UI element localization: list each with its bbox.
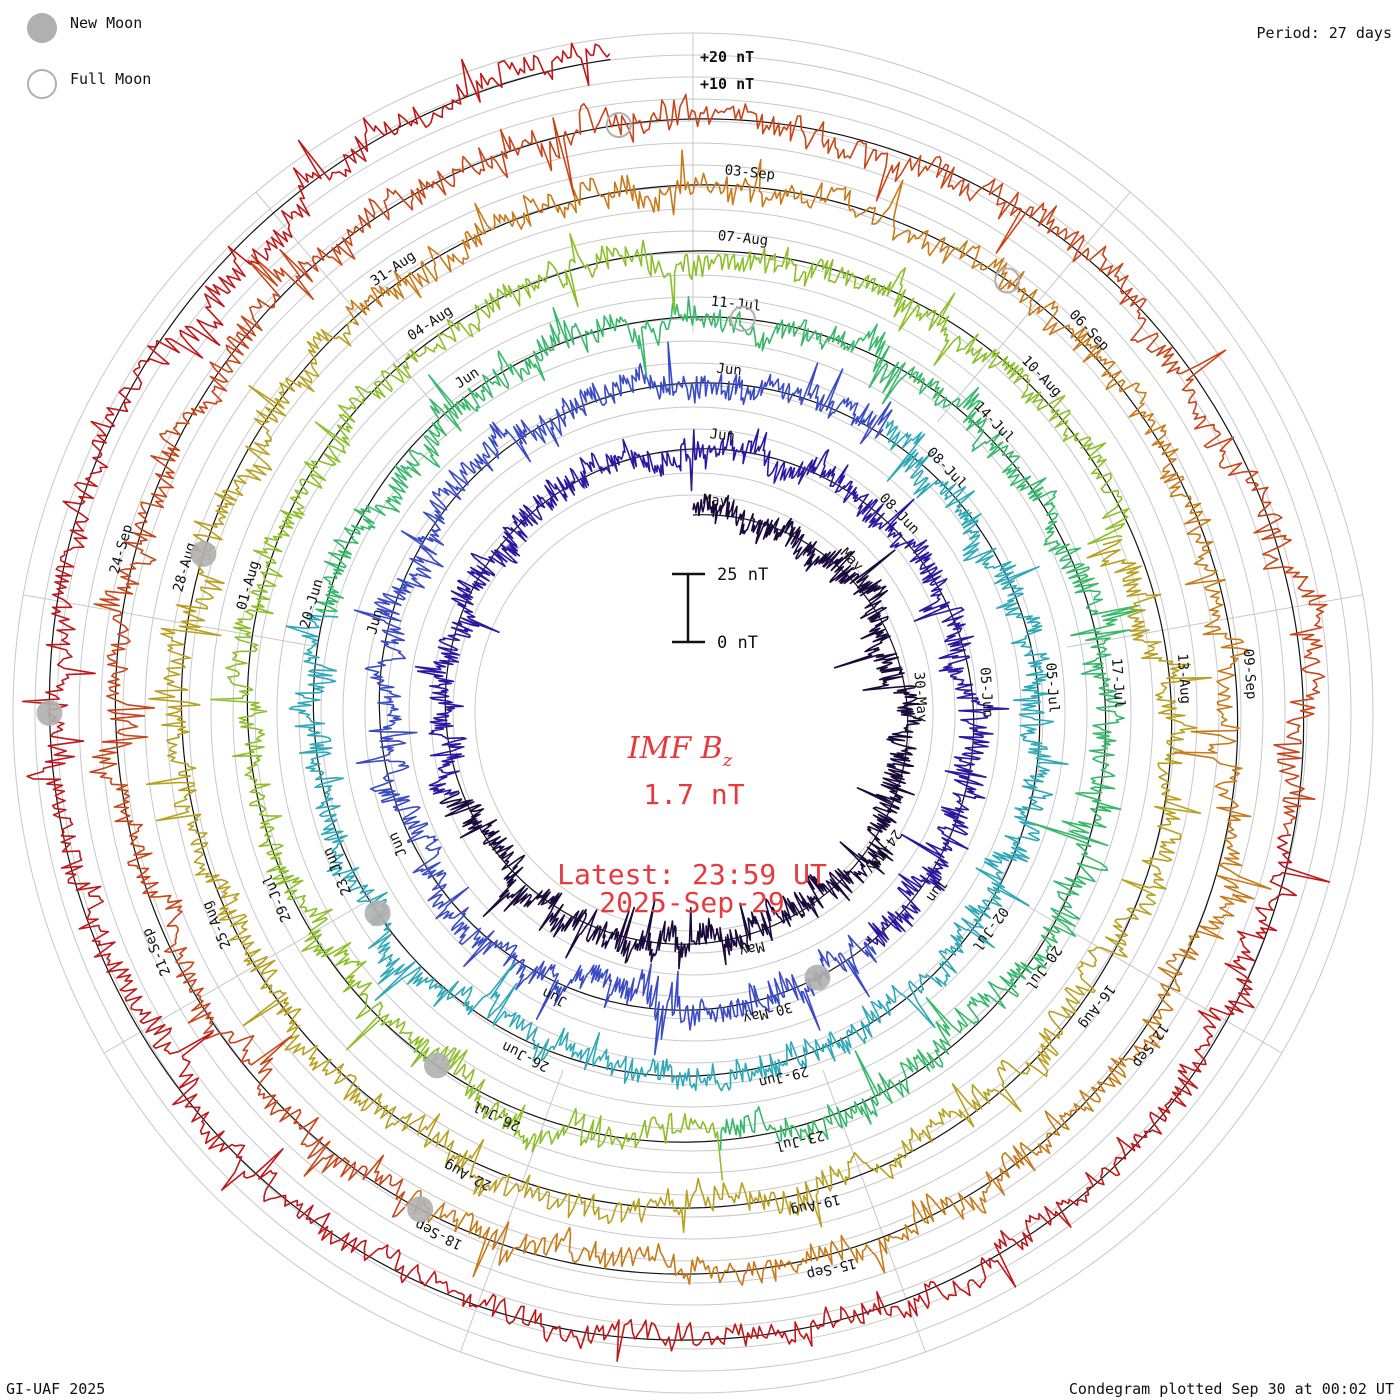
date-label: 11-Jul	[710, 294, 762, 315]
new-moon-marker	[190, 540, 217, 567]
radial-line	[936, 191, 1131, 423]
date-label: Jun	[716, 361, 743, 380]
center-value: 1.7 nT	[643, 778, 744, 811]
moon-markers	[36, 112, 1021, 1223]
radial-line	[23, 594, 319, 648]
date-label: 25-Aug	[199, 899, 234, 952]
scale-bar-bottom-label: 0 nT	[717, 633, 758, 653]
date-label: 09-Sep	[1240, 648, 1259, 700]
guide-ring	[386, 406, 1000, 1020]
trace-segment	[315, 296, 1142, 1151]
period-label: Period: 27 days	[1257, 24, 1392, 42]
date-label: 29-Jul	[260, 872, 295, 925]
footer-credit: GI-UAF 2025	[6, 1380, 105, 1398]
date-label: Jun	[364, 608, 386, 637]
date-label: 17-Jul	[1108, 658, 1127, 710]
full-moon-marker	[605, 112, 632, 138]
trace-segment	[439, 494, 923, 970]
date-label: 13-Aug	[1174, 653, 1193, 705]
radial-line	[459, 1069, 564, 1353]
new-moon-marker	[36, 700, 63, 726]
date-label: 03-Sep	[724, 162, 776, 183]
date-label: Jun	[709, 426, 736, 445]
date-label: 30-May	[910, 671, 929, 723]
date-label: 07-Aug	[717, 228, 769, 249]
scale-bar-top-label: 25 nT	[717, 565, 768, 585]
trace-segment	[345, 149, 1272, 1286]
latest-time: Latest: 23:59 UT	[557, 858, 827, 891]
new-moon-marker	[364, 900, 391, 927]
date-label: May	[702, 492, 729, 511]
full-moon-legend-label: Full Moon	[70, 70, 151, 88]
new-moon-legend-icon	[27, 13, 57, 43]
date-label: Jun	[385, 830, 410, 860]
radial-line	[103, 902, 365, 1054]
center-title: IMF Bz	[627, 731, 733, 771]
scale-tick-plus20: +20 nT	[700, 48, 754, 66]
new-moon-legend-label: New Moon	[70, 14, 142, 32]
date-label: 20-Jul	[1022, 942, 1065, 992]
radial-line	[1021, 902, 1283, 1054]
latest-date: 2025-Sep-29	[599, 886, 784, 919]
date-label: 26-Jun	[499, 1038, 551, 1075]
scale-tick-plus10: +10 nT	[700, 75, 754, 93]
trace-segment	[353, 341, 893, 1056]
guide-ring	[452, 472, 934, 954]
trace-segment	[22, 42, 1331, 1362]
full-moon-marker	[729, 305, 756, 332]
guide-ring	[364, 384, 1022, 1042]
footer-plot-time: Condegram plotted Sep 30 at 00:02 UT	[1069, 1380, 1394, 1398]
date-labels: MayMay30-May24-MayMayJun08-Jun05-JunJun3…	[107, 162, 1259, 1282]
new-moon-marker	[424, 1052, 450, 1079]
new-moon-marker	[804, 964, 831, 991]
guide-ring	[254, 274, 1132, 1152]
date-label: May	[737, 937, 765, 959]
trace-segment	[89, 93, 1328, 1218]
trace-segment	[414, 428, 1010, 947]
new-moon-marker	[407, 1196, 434, 1223]
full-moon-legend-icon	[27, 69, 57, 99]
guide-ring	[166, 186, 1220, 1240]
spiral-traces	[22, 42, 1331, 1362]
date-label: 24-May	[862, 826, 905, 876]
date-label: 22-Aug	[442, 1157, 494, 1194]
trace-segment	[145, 321, 1213, 1233]
center-title-subscript: z	[722, 750, 733, 771]
date-label: 12-Sep	[1129, 1020, 1172, 1070]
trace-segment	[285, 420, 1069, 1092]
guide-ring	[408, 428, 978, 998]
date-label: 05-Jun	[976, 667, 995, 719]
date-label: 05-Jul	[1042, 662, 1061, 714]
full-moon-marker	[994, 267, 1021, 294]
center-title-main: IMF B	[627, 731, 723, 766]
scale-bar: 25 nT 0 nT	[672, 565, 768, 653]
trace-segment	[210, 233, 1130, 1181]
